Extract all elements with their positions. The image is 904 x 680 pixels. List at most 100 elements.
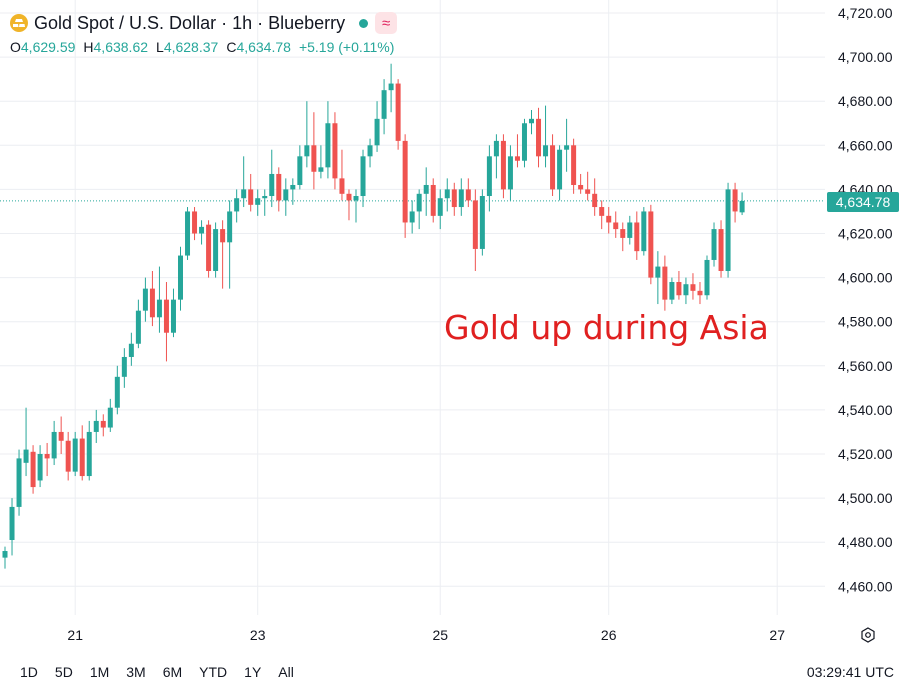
candle-body [662,266,668,300]
y-tick-label: 4,560.00 [838,358,893,374]
candle [339,149,345,201]
candle-body [2,551,8,558]
candle [451,182,457,216]
candle [718,220,724,278]
y-tick-label: 4,720.00 [838,5,893,21]
candle-body [493,140,499,157]
candle [606,207,612,234]
candle-body [100,420,106,428]
range-1d-button[interactable]: 1D [20,664,38,680]
x-tick-label: 25 [432,627,448,643]
candle-body [627,222,633,238]
candle-body [213,229,219,271]
candle-body [606,215,612,223]
settings-icon[interactable] [859,626,877,644]
candle-body [185,211,191,256]
candle [669,277,675,305]
y-tick-label: 4,580.00 [838,314,893,330]
price-axis: 4,460.00 4,480.00 4,500.00 4,520.00 4,540.00… [838,5,893,594]
candle-body [248,189,254,205]
utc-clock[interactable]: 03:29:41 UTC [806,664,894,680]
candle-body [585,189,591,194]
candle [458,178,464,216]
close-value: 4,634.78 [236,39,291,55]
candle [416,189,422,230]
candle [156,266,162,333]
open-label: O [10,39,21,55]
candle-body [381,90,387,119]
range-5d-button[interactable]: 5D [54,664,73,680]
candle-body [486,156,492,197]
candle [142,277,148,322]
candle-body [220,229,226,243]
range-6m-button[interactable]: 6M [162,664,183,680]
candle [543,105,549,168]
candle [360,149,366,208]
candle-body [430,184,436,216]
candle [395,79,401,150]
wave-icon[interactable]: ≈ [375,12,398,34]
candle [262,189,268,216]
range-all-button[interactable]: All [278,664,294,680]
candle-body [304,145,310,157]
range-ytd-button[interactable]: YTD [199,664,228,680]
candle [290,178,296,205]
candle-body [30,451,36,488]
candle [107,398,113,432]
candle [121,348,127,388]
change-value: +5.19 (+0.11%) [298,39,395,55]
candle-body [276,173,282,201]
candle [479,189,485,256]
candle-body [578,184,584,190]
range-buttons: 1D 5D 1M 3M 6M YTD 1Y All [20,664,311,680]
candle [711,222,717,267]
y-tick-label: 4,520.00 [838,446,893,462]
candle-body [416,193,422,212]
x-tick-label: 23 [250,627,266,643]
candle-body [367,145,373,157]
candle-body [192,211,198,234]
candle [472,189,478,271]
candle [521,118,527,168]
high-value: 4,638.62 [93,39,149,55]
candle [634,211,640,260]
candle [135,299,141,349]
candle [332,112,338,190]
range-1y-button[interactable]: 1Y [244,664,262,680]
candle-body [128,343,134,357]
candle-body [325,123,331,168]
candle [430,178,436,223]
candle-body [571,145,577,185]
y-tick-label: 4,660.00 [838,137,893,153]
candle [185,207,191,260]
candle [58,416,64,454]
candle [683,277,689,305]
candle [388,63,394,113]
candle [30,445,36,494]
candle-body [423,184,429,194]
candle-body [465,189,471,201]
candle-body [283,189,289,201]
chart-annotation: Gold up during Asia [444,308,769,347]
candle-body [360,156,366,197]
range-3m-button[interactable]: 3M [126,664,146,680]
candle [578,173,584,194]
candle [234,189,240,223]
candle-body [290,184,296,190]
candle [557,145,563,201]
candle [739,192,745,216]
candle [409,200,415,234]
market-status-dot [359,18,369,28]
candle-body [641,211,647,252]
candle-body [135,310,141,344]
range-1m-button[interactable]: 1M [89,664,110,680]
chart-title[interactable]: Gold Spot / U.S. Dollar · 1h · Blueberry [34,12,346,33]
y-tick-label: 4,620.00 [838,226,893,242]
candle [149,270,155,327]
candle-body [199,226,205,234]
candle [465,178,471,208]
candle-body [521,123,527,161]
candle [178,246,183,311]
grid [0,0,825,615]
